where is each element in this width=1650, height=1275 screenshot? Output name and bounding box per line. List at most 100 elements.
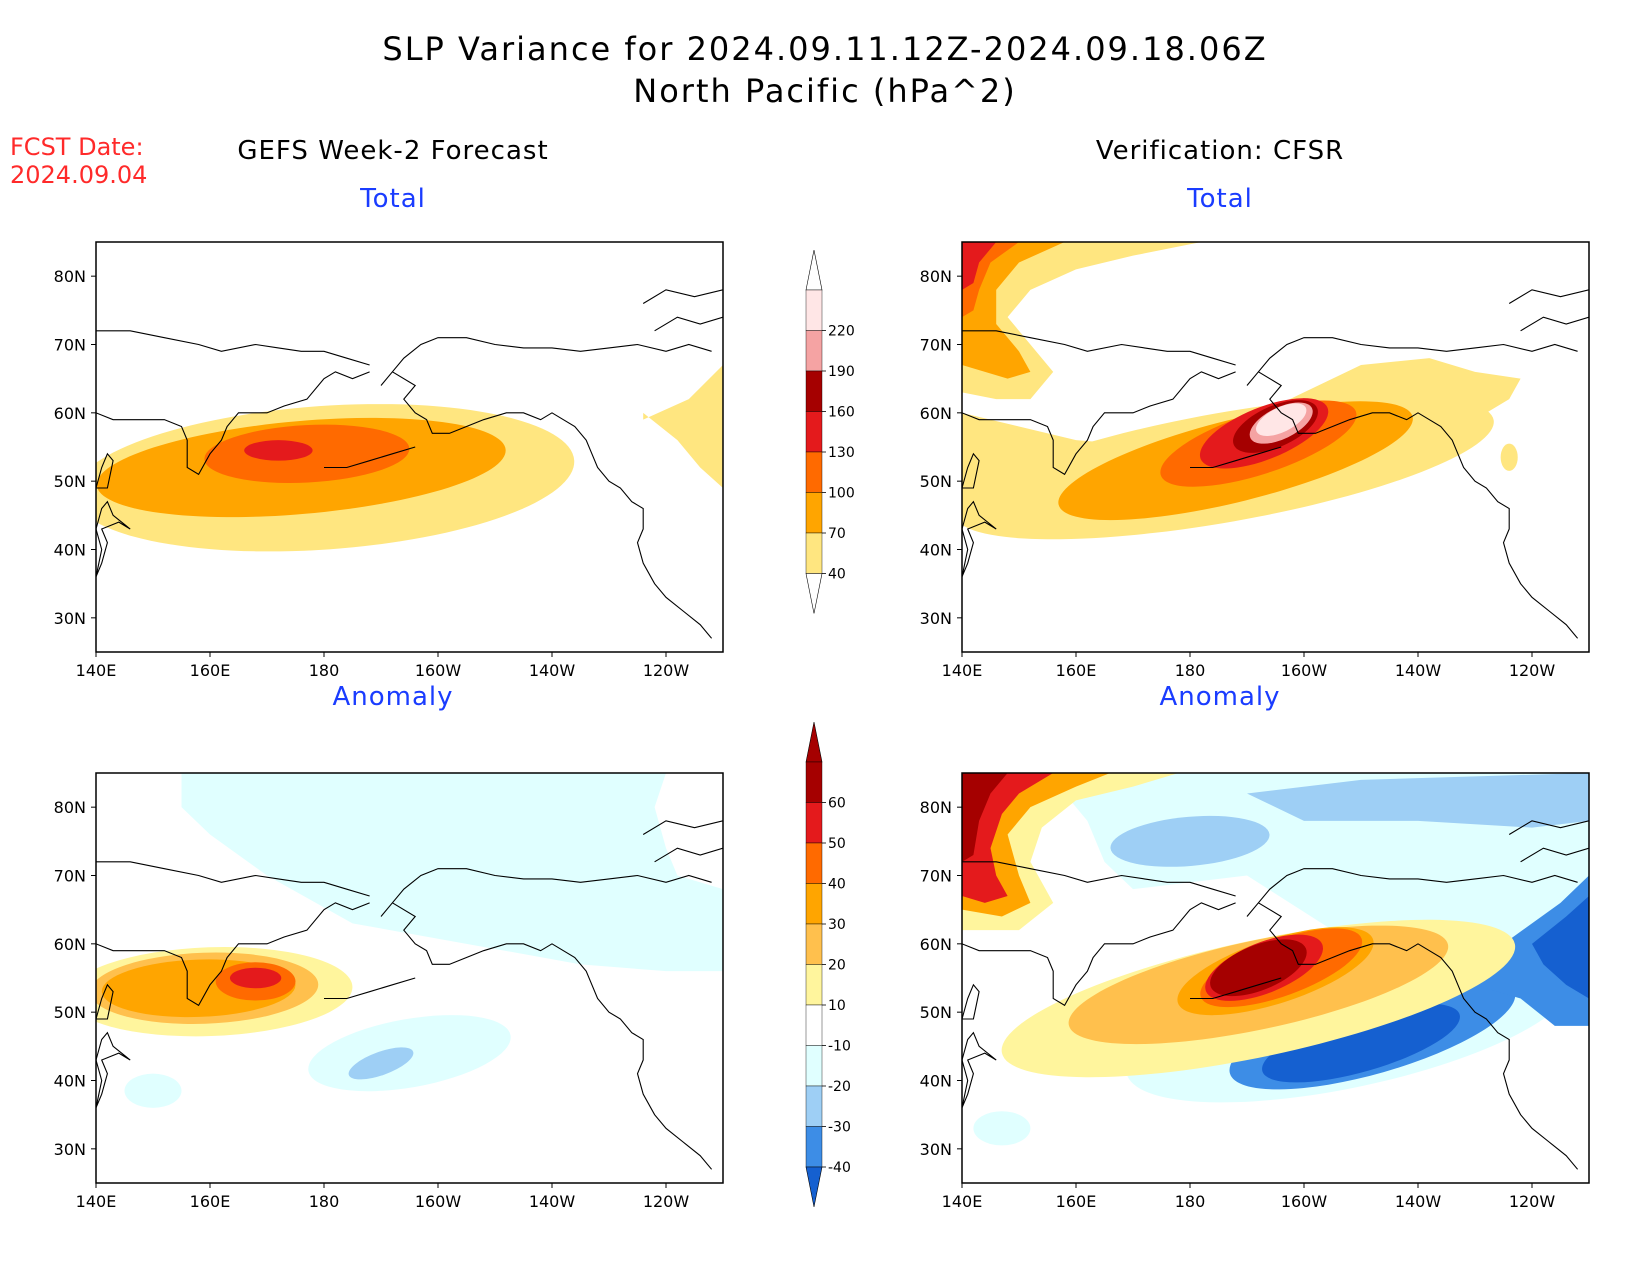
forecast-total-subtitle: Total — [360, 184, 426, 214]
colorbar-bin — [805, 532, 823, 574]
lat-tick-label: 30N — [920, 609, 952, 628]
colorbar-bin — [805, 1126, 823, 1168]
lon-tick-label: 180 — [1175, 661, 1206, 680]
lat-tick-label: 30N — [920, 1140, 952, 1159]
coastline-segment — [1520, 847, 1589, 863]
colorbar-label: 60 — [828, 796, 846, 812]
contour-minus10 — [124, 1073, 182, 1108]
coastline-segment — [1258, 371, 1579, 639]
map-frame — [961, 772, 1590, 1184]
colorbar-bin — [805, 761, 823, 803]
colorbar-bin — [805, 923, 823, 965]
lat-tick-label: 70N — [54, 867, 86, 886]
colorbar-bottom-arrow — [805, 573, 823, 614]
colorbar-label: 100 — [828, 486, 855, 502]
colorbar-label: -30 — [828, 1120, 851, 1136]
forecast-anomaly-subtitle: Anomaly — [332, 682, 454, 712]
lon-tick-label: 140E — [76, 1192, 117, 1211]
lat-tick-label: 80N — [54, 798, 86, 817]
lon-tick-label: 120W — [643, 1192, 690, 1211]
coastline-segment — [324, 446, 416, 469]
lat-tick-label: 50N — [54, 1003, 86, 1022]
lon-tick-label: 140W — [529, 1192, 576, 1211]
fcst-date-value: 2024.09.04 — [10, 161, 148, 189]
verification-total-subtitle: Total — [1187, 184, 1253, 214]
contour-minus20 — [1110, 815, 1270, 867]
contour-40 — [1500, 443, 1518, 471]
coastline-segment — [1508, 289, 1589, 304]
lat-tick-label: 30N — [54, 1140, 86, 1159]
coastline-segment — [654, 316, 723, 332]
coastline-segment — [96, 330, 370, 366]
map-frame — [961, 241, 1590, 653]
colorbar-label: -40 — [828, 1160, 851, 1176]
colorbar-bin — [805, 370, 823, 412]
lat-tick-label: 50N — [920, 1003, 952, 1022]
coastline-segment — [962, 371, 1236, 476]
lon-tick-label: 140E — [942, 661, 983, 680]
coastline-segment — [96, 500, 131, 578]
contour-70 — [962, 242, 1065, 379]
contour-50 — [229, 967, 282, 989]
lat-tick-label: 40N — [54, 1072, 86, 1091]
coastline-segment — [380, 337, 712, 386]
colorbar-label: 20 — [828, 958, 846, 974]
contour-60 — [962, 773, 1008, 862]
coastline-segment — [962, 861, 1236, 897]
main-subtitle: North Pacific (hPa^2) — [633, 72, 1017, 110]
lon-tick-label: 140E — [942, 1192, 983, 1211]
coastline-segment — [96, 983, 114, 1020]
forecast-column-title: GEFS Week-2 Forecast — [237, 136, 549, 166]
fcst-date-label: FCST Date: — [10, 133, 144, 161]
contour-minus10 — [973, 1111, 1031, 1146]
lat-tick-label: 60N — [54, 404, 86, 423]
colorbar-label: -10 — [828, 1039, 851, 1055]
coastline-segment — [1520, 316, 1589, 332]
colorbar-label: 220 — [828, 324, 855, 340]
coastline-segment — [96, 452, 114, 489]
contour-minus30 — [1446, 875, 1589, 1026]
lon-tick-label: 160W — [415, 1192, 462, 1211]
contour-60 — [1210, 939, 1307, 997]
contour-minus40 — [1532, 896, 1589, 999]
coastline-segment — [324, 977, 416, 1000]
lon-tick-label: 160E — [190, 1192, 231, 1211]
contour-minus20 — [348, 1047, 414, 1080]
lat-tick-label: 60N — [54, 935, 86, 954]
colorbar-top-arrow — [805, 721, 823, 763]
coastline-segment — [392, 902, 713, 1170]
coastline-segment — [96, 371, 370, 476]
lon-tick-label: 120W — [643, 661, 690, 680]
lon-tick-label: 140W — [1395, 661, 1442, 680]
coastline-segment — [1246, 868, 1578, 917]
verification-total-shading — [962, 242, 1589, 639]
coastline-segment — [1190, 446, 1282, 469]
colorbar-bottom-arrow — [805, 1166, 823, 1208]
lat-tick-label: 60N — [920, 935, 952, 954]
colorbar-label: -20 — [828, 1079, 851, 1095]
verification-anomaly-shading — [962, 773, 1589, 1170]
verification-anomaly-subtitle: Anomaly — [1159, 682, 1281, 712]
colorbar-bin — [805, 1085, 823, 1127]
colorbar-bin — [805, 330, 823, 372]
coastline-segment — [962, 330, 1236, 366]
colorbar-bin — [805, 492, 823, 534]
colorbar-bin — [805, 451, 823, 493]
lon-tick-label: 180 — [309, 1192, 340, 1211]
lat-tick-label: 40N — [920, 1072, 952, 1091]
colorbar-bin — [805, 883, 823, 925]
colorbar-label: 10 — [828, 998, 846, 1014]
lon-tick-label: 140E — [76, 661, 117, 680]
main-title: SLP Variance for 2024.09.11.12Z-2024.09.… — [382, 30, 1268, 68]
lon-tick-label: 120W — [1509, 1192, 1556, 1211]
colorbar-bin — [805, 802, 823, 844]
contour-130 — [244, 440, 313, 461]
colorbar-bin — [805, 411, 823, 453]
coastline-segment — [380, 868, 712, 917]
lat-tick-label: 40N — [54, 541, 86, 560]
lon-tick-label: 160W — [415, 661, 462, 680]
coastline-segment — [392, 371, 713, 639]
contour-minus10 — [181, 773, 723, 972]
lat-tick-label: 70N — [920, 336, 952, 355]
